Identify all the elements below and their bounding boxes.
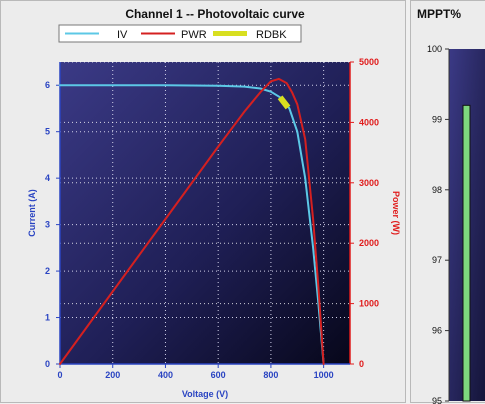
pv-curve-panel: Channel 1 -- Photovoltaic curve IV PWR R… <box>0 0 406 403</box>
y-tick-label: 6 <box>45 80 50 90</box>
y2-tick-label: 4000 <box>359 117 379 127</box>
y-axis-label-power: Power (W) <box>391 191 401 235</box>
rdbk-marker <box>277 95 291 110</box>
mppt-tick-label: 100 <box>427 44 442 54</box>
y2-tick-label: 5000 <box>359 57 379 67</box>
mppt-bar <box>462 104 471 402</box>
mppt-axis: 95 96 97 98 99 100 <box>427 44 450 404</box>
legend-label-iv: IV <box>117 29 128 41</box>
y-tick-label: 4 <box>45 173 50 183</box>
chart-title: Channel 1 -- Photovoltaic curve <box>125 7 305 21</box>
y-tick-label: 1 <box>45 313 50 323</box>
x-tick-label: 1000 <box>314 370 334 380</box>
mppt-bar-layer <box>462 104 471 402</box>
legend-swatch-rdbk <box>213 31 247 36</box>
y2-tick-label: 3000 <box>359 178 379 188</box>
y2-tick-label: 1000 <box>359 299 379 309</box>
mppt-tick-label: 96 <box>432 326 442 336</box>
y-tick-label: 3 <box>45 220 50 230</box>
y-axis-label-current: Current (A) <box>27 189 37 237</box>
mppt-panel: MPPT% 95 96 97 98 99 100 <box>410 0 485 404</box>
legend: IV PWR RDBK <box>58 24 302 43</box>
y-tick-label: 5 <box>45 127 50 137</box>
pwr-curve <box>59 77 325 365</box>
mppt-tick-label: 98 <box>432 185 442 195</box>
iv-curve <box>59 84 325 365</box>
mppt-chart: MPPT% 95 96 97 98 99 100 <box>417 7 485 404</box>
legend-box <box>58 24 302 43</box>
x-tick-label: 200 <box>105 370 120 380</box>
mppt-tick-label: 97 <box>432 255 442 265</box>
legend-label-rdbk: RDBK <box>256 29 287 41</box>
mppt-tick-label: 99 <box>432 114 442 124</box>
tick-labels: 0 200 400 600 800 1000 0 1 2 3 4 5 6 0 1000 2000 3000 400… <box>45 57 379 380</box>
x-tick-label: 800 <box>263 370 278 380</box>
y-tick-label: 0 <box>45 359 50 369</box>
mppt-title: MPPT% <box>417 7 461 21</box>
x-axis-label-voltage: Voltage (V) <box>182 389 228 399</box>
axes <box>56 61 354 368</box>
legend-label-pwr: PWR <box>181 29 207 41</box>
x-tick-label: 400 <box>158 370 173 380</box>
series <box>59 77 325 365</box>
y2-tick-label: 0 <box>359 359 364 369</box>
y-tick-label: 2 <box>45 266 50 276</box>
plot-area <box>60 62 350 364</box>
x-tick-label: 0 <box>57 370 62 380</box>
y2-tick-label: 2000 <box>359 238 379 248</box>
x-tick-label: 600 <box>211 370 226 380</box>
pv-curve-chart: Channel 1 -- Photovoltaic curve IV PWR R… <box>27 7 401 399</box>
mppt-tick-label: 95 <box>432 396 442 404</box>
